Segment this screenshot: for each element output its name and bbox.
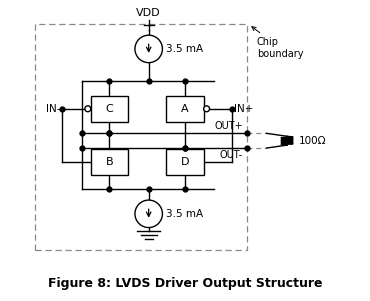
Text: 100Ω: 100Ω [299, 136, 326, 146]
Text: Chip
boundary: Chip boundary [252, 27, 303, 59]
Text: B: B [105, 157, 113, 167]
Bar [35, 24, 247, 250]
Bar [166, 96, 204, 122]
Text: OUT-: OUT- [220, 150, 243, 160]
Text: D: D [181, 157, 189, 167]
Text: IN+: IN+ [234, 104, 253, 114]
Circle shape [204, 106, 209, 112]
Text: C: C [105, 104, 113, 114]
Text: IN-: IN- [46, 104, 60, 114]
Text: OUT+: OUT+ [214, 121, 243, 131]
Circle shape [85, 106, 91, 112]
Circle shape [135, 35, 162, 63]
Text: 3.5 mA: 3.5 mA [166, 209, 204, 219]
Text: A: A [181, 104, 189, 114]
Bar [166, 149, 204, 175]
Bar [91, 96, 128, 122]
Text: Figure 8: LVDS Driver Output Structure: Figure 8: LVDS Driver Output Structure [48, 277, 322, 290]
Text: VDD: VDD [137, 8, 161, 17]
Bar [91, 149, 128, 175]
Text: 3.5 mA: 3.5 mA [166, 44, 204, 54]
Circle shape [135, 200, 162, 228]
